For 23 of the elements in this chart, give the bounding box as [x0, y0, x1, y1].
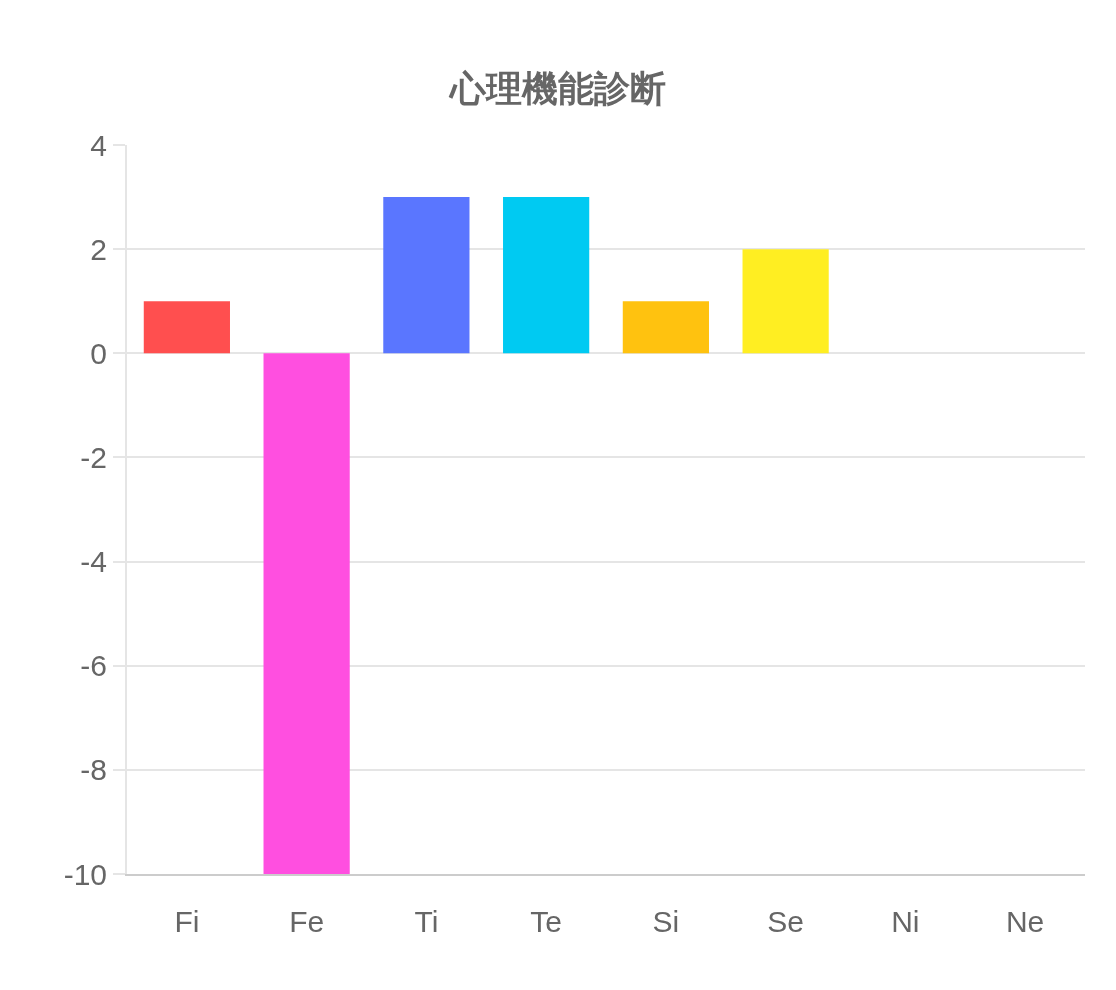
bar	[503, 197, 590, 354]
y-tick-label: 2	[90, 232, 107, 266]
bar	[622, 301, 709, 354]
x-tick-label: Te	[530, 905, 562, 938]
y-tick-label: -10	[63, 857, 107, 891]
y-tick-label: -6	[80, 649, 107, 683]
x-tick-label: Ni	[891, 905, 920, 938]
x-tick-label: Si	[652, 905, 680, 938]
y-tick-label: -4	[80, 545, 107, 579]
bar	[263, 353, 350, 874]
x-tick-label: Ne	[1005, 905, 1045, 938]
y-tick-label: 0	[90, 336, 107, 370]
x-tick-label: Ti	[414, 905, 439, 938]
chart-title: 心理機能診断	[448, 67, 666, 109]
y-tick-label: -8	[80, 753, 107, 787]
x-tick-label: Fe	[289, 905, 325, 938]
x-tick-label: Fi	[174, 905, 200, 938]
bar	[143, 301, 230, 354]
y-tick-label: -2	[80, 440, 107, 474]
bar	[383, 197, 470, 354]
x-tick-label: Se	[767, 905, 804, 938]
y-tick-label: 4	[90, 128, 107, 162]
bar	[742, 249, 829, 354]
